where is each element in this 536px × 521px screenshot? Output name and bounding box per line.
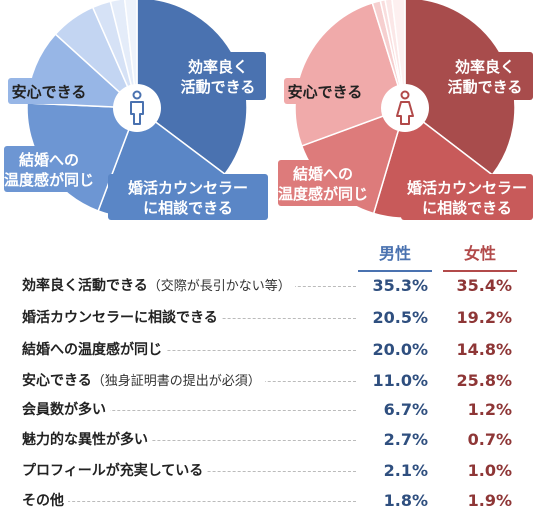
value-male: 2.1% (383, 461, 428, 480)
male-person-icon (113, 84, 161, 132)
value-male: 6.7% (383, 400, 428, 419)
row-label: 結婚への温度感が同じ (22, 338, 166, 363)
value-female: 1.0% (467, 461, 512, 480)
row-label: 魅力的な異性が多い (22, 428, 152, 453)
slice-label: 温度感が同じ (278, 185, 368, 203)
table-row: 安心できる（独身証明書の提出が必須） 11.0% 25.8% (0, 369, 536, 394)
slice-label-box (4, 146, 94, 192)
value-male: 2.7% (383, 430, 428, 449)
slice-label: 効率良く (455, 58, 515, 76)
table-row: 魅力的な異性が多い 2.7% 0.7% (0, 428, 536, 453)
value-male: 1.8% (383, 491, 428, 510)
pie-slice (123, 0, 138, 109)
slice-label-box (8, 78, 90, 104)
slice-label: 温度感が同じ (4, 171, 94, 189)
slice-label-box (278, 160, 368, 206)
value-female: 14.8% (456, 340, 512, 359)
pie-slice (294, 2, 406, 147)
table-row: 婚活カウンセラーに相談できる 20.5% 19.2% (0, 306, 536, 331)
slice-label: 活動できる (448, 78, 523, 96)
pie-charts: 効率良く活動できる婚活カウンセラーに相談できる結婚への温度感が同じ安心できる効率… (4, 0, 533, 220)
slice-label-box (437, 52, 533, 100)
value-female: 0.7% (467, 430, 512, 449)
value-male: 20.5% (372, 308, 428, 327)
table-row: 効率良く活動できる（交際が長引かない等） 35.3% 35.4% (0, 274, 536, 299)
value-male: 20.0% (372, 340, 428, 359)
slice-label: 婚活カウンセラー (128, 179, 248, 197)
slice-label: 効率良く (188, 58, 248, 76)
slice-label: に相談できる (143, 199, 233, 217)
value-female: 35.4% (456, 276, 512, 295)
row-label: プロフィールが充実している (22, 459, 208, 484)
slice-label: 安心できる (288, 83, 363, 101)
value-male: 35.3% (372, 276, 428, 295)
table-row: その他 1.8% 1.9% (0, 489, 536, 514)
pie-slice (109, 0, 138, 109)
table-row: プロフィールが充実している 2.1% 1.0% (0, 459, 536, 484)
row-label: 安心できる（独身証明書の提出が必須） (22, 369, 265, 394)
value-female: 19.2% (456, 308, 512, 327)
row-label: 会員数が多い (22, 398, 110, 423)
row-label: 婚活カウンセラーに相談できる (22, 306, 222, 331)
slice-label: 婚活カウンセラー (407, 179, 527, 197)
value-male: 11.0% (372, 371, 428, 390)
leader-dots (22, 440, 356, 441)
header-female: 女性 (443, 240, 517, 272)
value-female: 1.9% (467, 491, 512, 510)
slice-label-box (284, 78, 366, 104)
leader-dots (22, 410, 356, 411)
row-label: その他 (22, 489, 68, 514)
row-label: 効率良く活動できる（交際が長引かない等） (22, 274, 295, 299)
slice-label-box (401, 174, 533, 220)
value-female: 1.2% (467, 400, 512, 419)
table-row: 会員数が多い 6.7% 1.2% (0, 398, 536, 423)
table-row: 結婚への温度感が同じ 20.0% 14.8% (0, 338, 536, 363)
slice-label: 結婚への (19, 151, 79, 169)
leader-dots (22, 501, 356, 502)
leader-dots (22, 350, 356, 351)
slice-label: に相談できる (422, 199, 512, 217)
header-male: 男性 (358, 240, 432, 272)
slice-label: 安心できる (12, 83, 87, 101)
pie-slice (379, 0, 406, 109)
slice-label: 活動できる (181, 78, 256, 96)
slice-label-box (170, 52, 266, 100)
value-female: 25.8% (456, 371, 512, 390)
slice-label-box (108, 174, 268, 220)
female-person-icon (381, 84, 429, 132)
slice-label: 結婚への (293, 165, 353, 183)
pie-slice (391, 0, 406, 109)
